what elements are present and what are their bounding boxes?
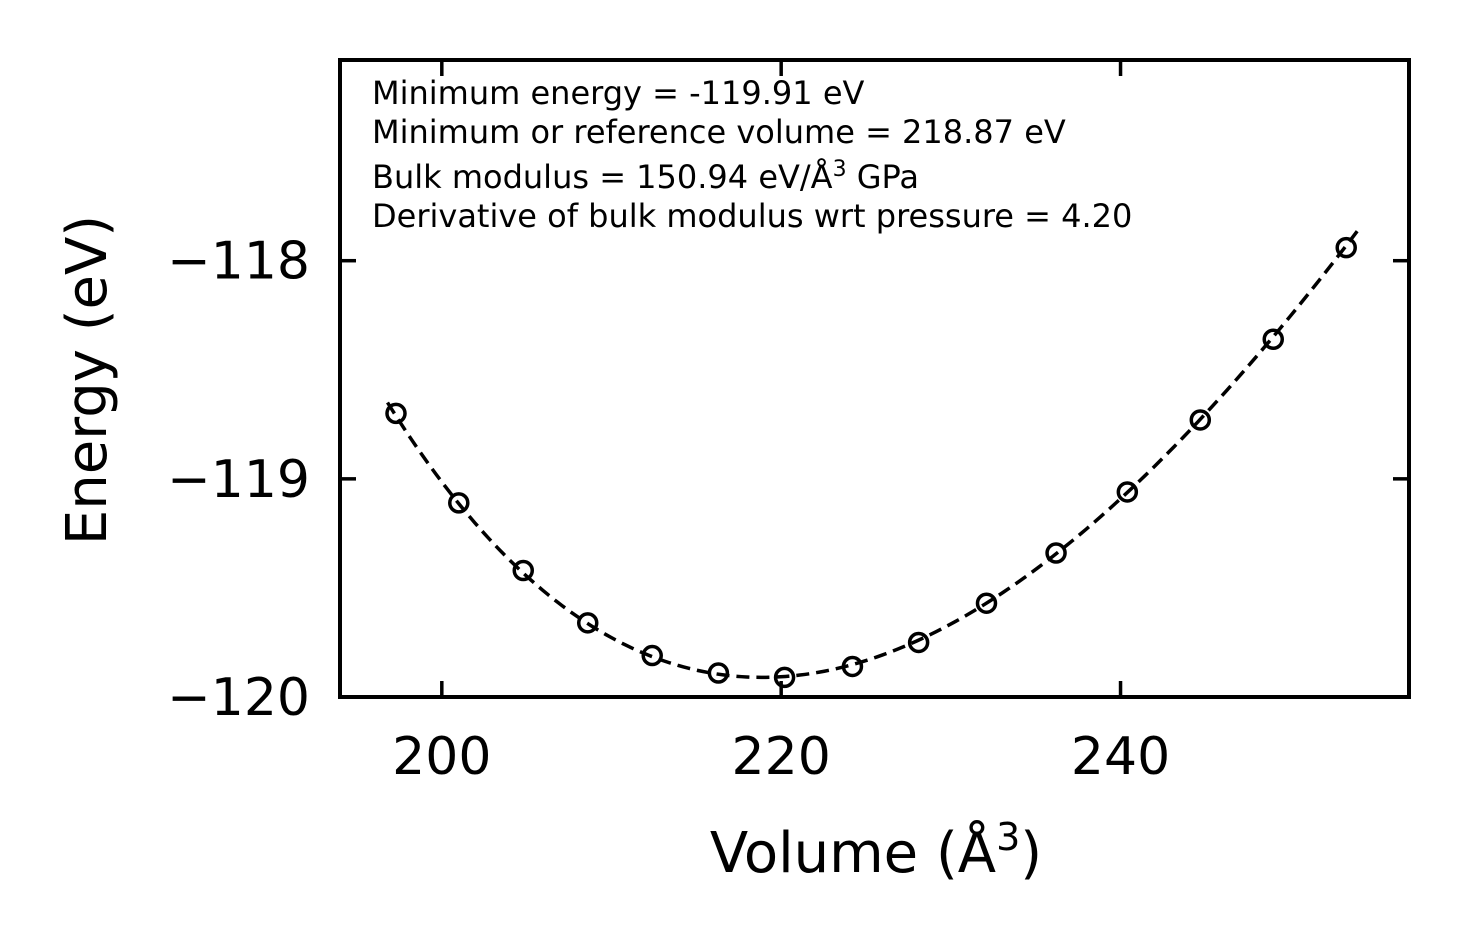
fit-curve — [386, 228, 1360, 680]
bulk-modulus-prefix: Bulk modulus = 150.94 eV/Å — [372, 158, 833, 196]
x-axis-label-superscript: 3 — [996, 815, 1020, 859]
data-point — [975, 592, 998, 614]
data-point — [841, 655, 864, 678]
plot-frame — [338, 58, 1411, 699]
x-tick-label: 220 — [732, 727, 831, 787]
y-tick-label: −120 — [167, 668, 310, 728]
y-tick-label: −118 — [167, 232, 310, 292]
annotation-bulk-modulus-derivative: Derivative of bulk modulus wrt pressure … — [372, 197, 1132, 235]
y-tick-label: −119 — [167, 450, 310, 510]
data-point — [448, 492, 470, 514]
data-point — [1335, 236, 1357, 259]
bulk-modulus-superscript: 3 — [833, 157, 847, 182]
data-point — [1262, 328, 1284, 350]
x-axis-label: Volume (Å3) — [710, 815, 1042, 886]
data-point — [1045, 542, 1067, 564]
y-axis-label: Energy (eV) — [55, 215, 120, 545]
data-point — [512, 559, 535, 582]
data-point — [707, 662, 730, 684]
annotation-bulk-modulus: Bulk modulus = 150.94 eV/Å3 GPa — [372, 157, 919, 196]
x-tick-label: 240 — [1071, 727, 1170, 787]
bulk-modulus-suffix: GPa — [847, 158, 919, 196]
data-point — [907, 631, 930, 654]
data-point — [385, 402, 407, 425]
data-point — [1116, 481, 1139, 503]
data-point — [576, 612, 599, 634]
data-markers — [385, 236, 1357, 689]
x-axis-label-main: Volume (Å — [710, 820, 996, 886]
data-point — [1189, 409, 1212, 431]
data-point — [641, 644, 663, 667]
data-point — [773, 666, 796, 689]
x-tick-label: 200 — [392, 727, 491, 787]
x-ticks: 200 220 240 — [392, 60, 1170, 787]
x-axis-label-suffix: ) — [1020, 821, 1042, 886]
annotation-min-energy: Minimum energy = -119.91 eV — [372, 74, 865, 112]
annotation-min-volume: Minimum or reference volume = 218.87 eV — [372, 113, 1066, 151]
y-ticks: −120 −119 −118 — [167, 232, 1409, 728]
